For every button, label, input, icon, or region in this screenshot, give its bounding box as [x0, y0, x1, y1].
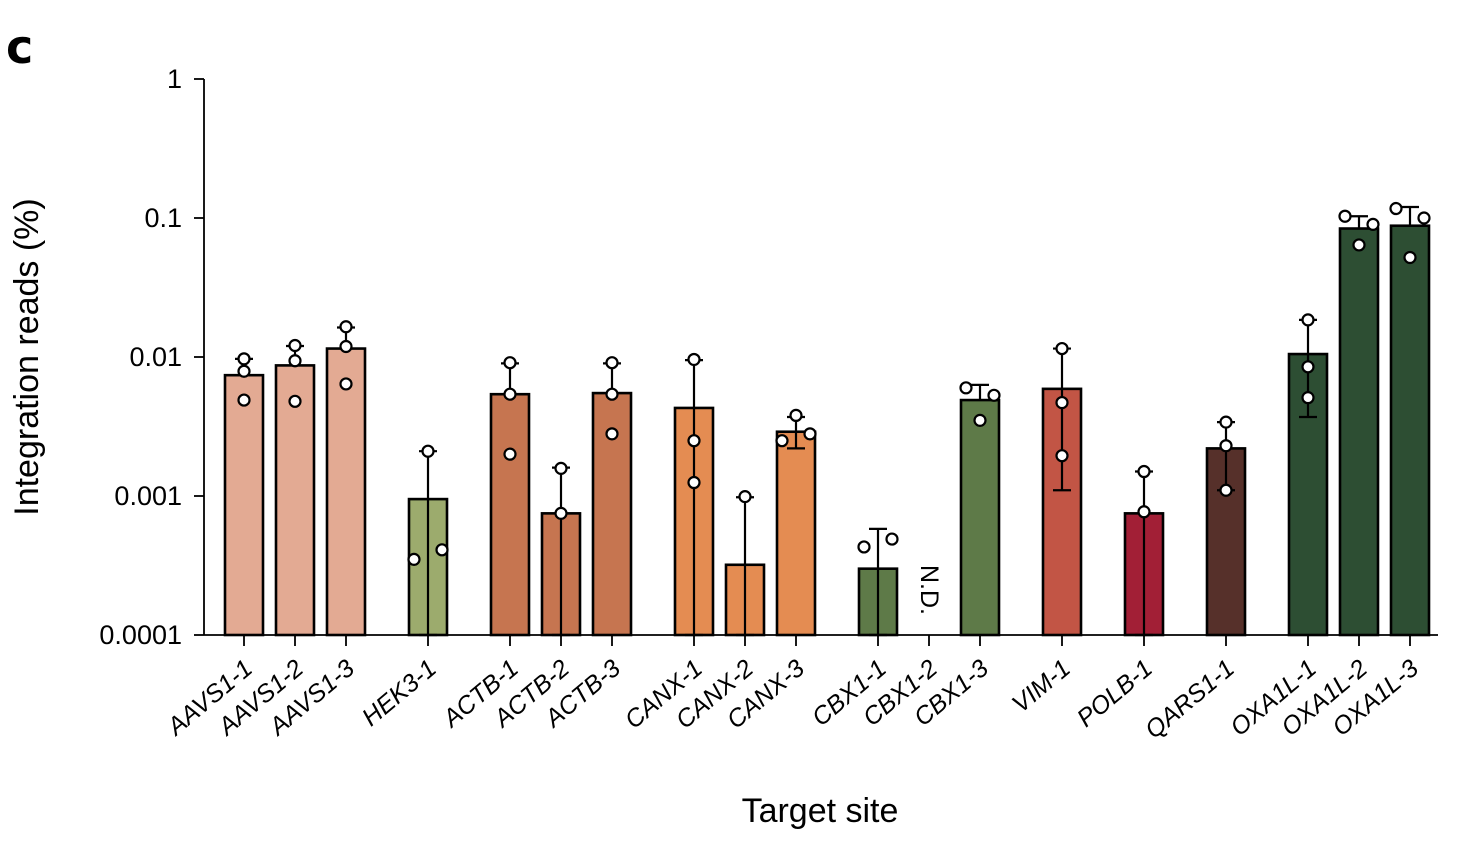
replicate-point [288, 338, 302, 353]
replicate-point [687, 475, 701, 490]
replicate-point [775, 434, 789, 448]
replicate-point [1055, 449, 1069, 463]
replicate-point [503, 447, 517, 461]
replicate-point [1403, 250, 1417, 265]
replicate-point [288, 394, 302, 408]
bars-layer: N.D. [223, 201, 1431, 637]
bar [959, 398, 1001, 637]
replicate-point [1219, 483, 1233, 497]
replicate-point [407, 552, 421, 566]
bar [325, 347, 367, 637]
bar [223, 373, 265, 637]
y-tick-label: 0.001 [114, 481, 182, 511]
replicate-point [503, 356, 517, 370]
replicate-point [339, 320, 353, 334]
replicate-point [1366, 217, 1380, 231]
panel-label: c [6, 20, 33, 74]
replicate-point [237, 364, 251, 378]
bar [489, 392, 531, 637]
replicate-point [339, 377, 353, 391]
replicate-point [1301, 391, 1315, 405]
replicate-point [738, 490, 752, 504]
replicate-point [554, 506, 568, 520]
replicate-point [237, 352, 251, 366]
y-tick-label: 0.1 [144, 203, 182, 233]
y-ticks: 0.0001 0.001 0.01 0.1 1 [99, 64, 204, 650]
replicate-point [687, 352, 701, 367]
bar [1338, 227, 1380, 637]
replicate-point [605, 356, 619, 370]
replicate-point [1055, 341, 1069, 356]
replicate-point [1301, 360, 1315, 374]
replicate-point [857, 540, 871, 554]
replicate-point [1219, 439, 1233, 453]
replicate-point [1417, 211, 1431, 225]
replicate-point [554, 461, 568, 475]
replicate-point [1352, 238, 1366, 252]
replicate-point [1301, 313, 1315, 327]
replicate-point [421, 444, 435, 458]
y-tick-label: 0.0001 [99, 620, 182, 650]
x-tick-label: HEK3-1 [357, 654, 442, 732]
x-tick-labels: AAVS1-1AAVS1-2AAVS1-3HEK3-1ACTB-1ACTB-2A… [161, 635, 1424, 744]
replicate-point [885, 532, 899, 546]
x-tick-label: QARS1-1 [1140, 654, 1240, 744]
x-axis-title: Target site [742, 792, 899, 830]
y-axis-title: Integration reads (%) [8, 198, 46, 516]
axes-layer [203, 79, 1438, 636]
replicate-point [789, 408, 803, 423]
bar [775, 430, 817, 637]
replicate-point [973, 413, 987, 427]
nd-label: N.D. [915, 565, 943, 615]
replicate-point [1055, 395, 1069, 410]
replicate-point [687, 434, 701, 448]
replicate-point [237, 393, 251, 407]
panel-letter: c [6, 20, 34, 74]
replicate-point [1389, 201, 1403, 216]
replicate-point [605, 427, 619, 441]
bar [1041, 387, 1083, 637]
replicate-point [435, 543, 449, 557]
replicate-point [987, 388, 1001, 402]
replicate-point [1338, 209, 1352, 223]
bar [274, 364, 316, 637]
replicate-point [1137, 464, 1151, 479]
y-tick-label: 0.01 [129, 342, 182, 372]
replicate-point [503, 387, 517, 401]
replicate-point [605, 387, 619, 401]
replicate-point [1219, 415, 1233, 429]
replicate-point [288, 354, 302, 368]
x-tick-label: VIM-1 [1007, 654, 1076, 718]
replicate-point [959, 381, 973, 395]
bar [1389, 224, 1431, 637]
y-tick-label: 1 [167, 64, 182, 94]
replicate-point [803, 427, 817, 441]
replicate-point [1137, 505, 1151, 519]
replicate-point [339, 339, 353, 354]
